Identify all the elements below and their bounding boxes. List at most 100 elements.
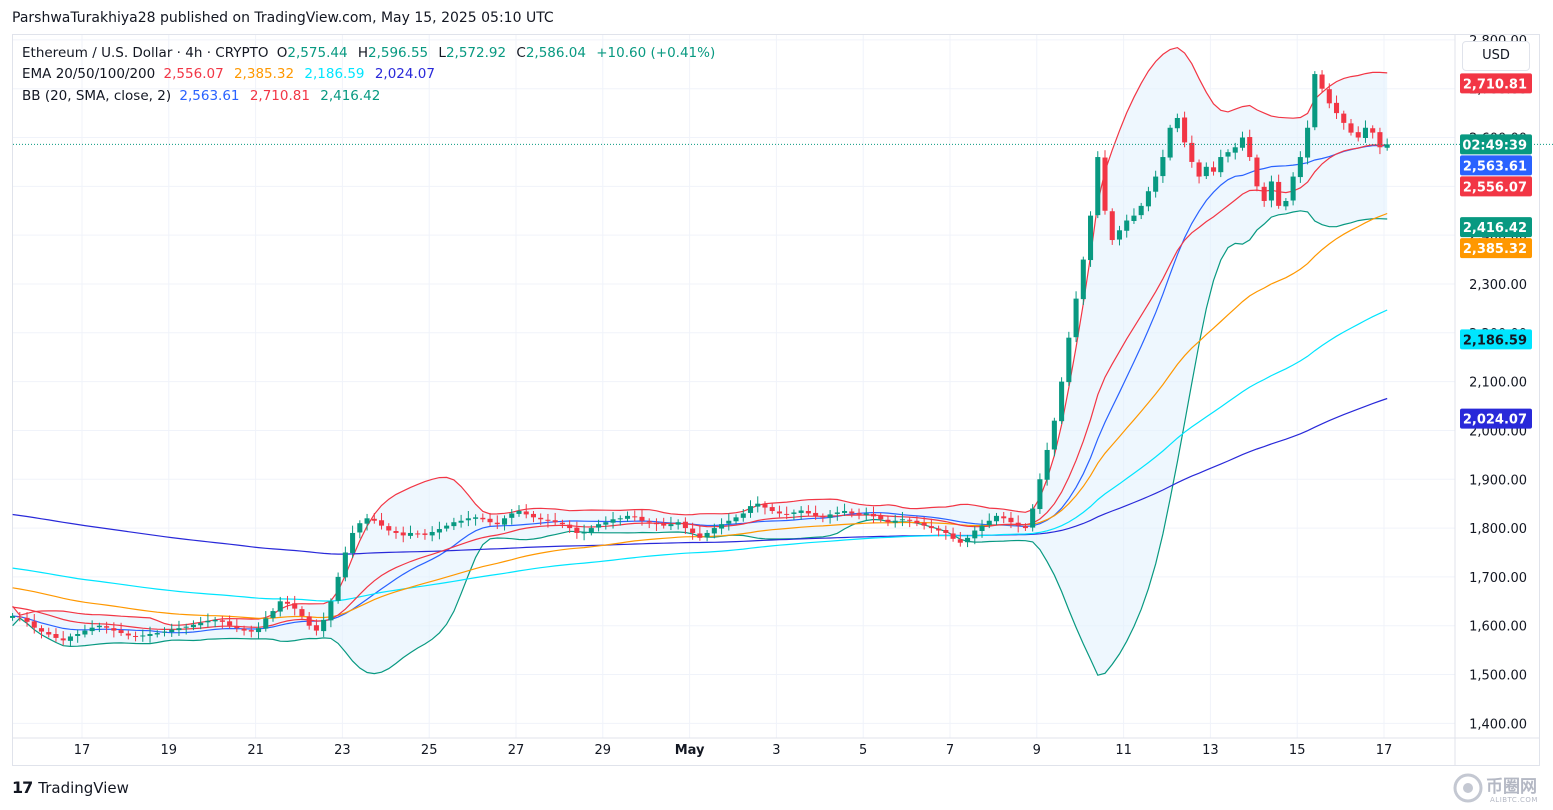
price-label-text: 2,710.81 (1463, 77, 1527, 92)
candle-body (198, 622, 204, 626)
candle-body (653, 522, 659, 525)
time-axis: 17 19 21 23 25 27 29 May 3 5 7 9 11 13 15 17 (74, 743, 1393, 758)
candle-body (1080, 259, 1086, 300)
candle-body (610, 519, 616, 523)
y-tick-label: 1,500.00 (1469, 669, 1527, 684)
legend-ema-label: EMA 20/50/100/200 (22, 66, 156, 82)
price-label-text: 2,556.07 (1463, 180, 1527, 195)
candle-body (357, 523, 363, 533)
candle-body (516, 510, 522, 514)
candle-body (805, 510, 811, 514)
chart-frame[interactable] (12, 34, 1540, 766)
price-label-box (1460, 238, 1532, 259)
candle-body (791, 512, 797, 514)
candle-body (646, 521, 652, 523)
candle-body (769, 507, 775, 511)
y-tick-label: 1,400.00 (1469, 717, 1527, 732)
x-tick-label: 19 (161, 743, 178, 758)
candle-body (827, 514, 833, 518)
candle-body (38, 628, 45, 632)
y-tick-label: 2,100.00 (1469, 376, 1527, 391)
candle-body (690, 528, 696, 533)
price-label-box (1460, 73, 1532, 94)
legend-bb[interactable]: BB (20, SMA, close, 2) 2,563.61 2,710.81… (22, 88, 386, 104)
candle-body (321, 619, 327, 632)
candle-body (639, 516, 645, 521)
candle-body (552, 520, 558, 523)
candle-body (719, 524, 725, 529)
candle-body (1124, 220, 1130, 231)
price-label-text: 2,024.07 (1463, 413, 1527, 428)
candle-body (407, 532, 414, 536)
legend-change: +10.60 (+0.41%) (596, 45, 716, 61)
candle-body (1377, 132, 1383, 148)
candle-body (747, 506, 754, 513)
candle-body (870, 513, 877, 517)
candle-body (1015, 522, 1021, 526)
candle-body (675, 522, 681, 525)
candle-body (776, 511, 782, 514)
candle-body (1095, 157, 1101, 216)
price-label-box (1460, 217, 1532, 238)
candle-body (1167, 127, 1173, 158)
legend-symbol[interactable]: Ethereum / U.S. Dollar · 4h · CRYPTO (22, 45, 269, 61)
candle-body (480, 517, 486, 520)
candle-body (415, 533, 421, 535)
candle-body (914, 520, 920, 524)
legend-bb-label: BB (20, SMA, close, 2) (22, 88, 172, 104)
x-tick-label: 29 (595, 743, 612, 758)
candle-body (892, 520, 898, 523)
currency-button[interactable]: USD (1462, 41, 1530, 71)
price-label-text: 02:49:39 (1462, 138, 1527, 153)
candle-body (856, 512, 862, 515)
candle-body (487, 518, 493, 523)
candle-body (1102, 157, 1108, 211)
candle-body (46, 632, 52, 635)
candle-body (1131, 215, 1137, 222)
candle-body (1051, 420, 1057, 450)
price-label-box (1460, 329, 1532, 350)
price-label-box (1460, 176, 1532, 197)
x-tick-label: 3 (772, 743, 780, 758)
candle-body (140, 635, 146, 637)
candle-body (1218, 157, 1224, 173)
bollinger-bands (12, 46, 1388, 676)
x-tick-label: 7 (946, 743, 954, 758)
legend-ema[interactable]: EMA 20/50/100/200 2,556.07 2,385.32 2,18… (22, 66, 441, 82)
candle-body (1160, 157, 1166, 177)
legend-ema100: 2,186.59 (304, 66, 365, 82)
candle-body (755, 503, 761, 507)
candle-body (219, 620, 225, 622)
candle-body (798, 510, 804, 513)
candle-body (436, 529, 442, 533)
y-tick-label: 1,900.00 (1469, 473, 1527, 488)
candle-body (444, 525, 450, 529)
tradingview-logo[interactable]: 17 TradingView (12, 778, 129, 797)
candle-body (1355, 132, 1361, 138)
bb-fill (12, 47, 1388, 676)
y-tick-label: 2,300.00 (1469, 278, 1527, 293)
candle-body (393, 531, 399, 533)
candle-body (1037, 479, 1043, 510)
candle-body (60, 638, 66, 641)
candle-body (668, 524, 674, 527)
candle-body (161, 631, 168, 633)
candle-body (104, 626, 110, 628)
candle-body (1290, 176, 1296, 201)
candle-body (704, 532, 710, 538)
candle-body (661, 523, 667, 526)
candle-body (147, 634, 153, 636)
x-tick-label: 25 (421, 743, 438, 758)
candle-body (1319, 74, 1325, 89)
candle-body (89, 627, 95, 632)
candle-body (697, 533, 703, 538)
legend-l-label: L (438, 45, 446, 61)
candle-body (1211, 167, 1217, 172)
candle-body (842, 510, 848, 513)
x-tick-label: 27 (508, 743, 525, 758)
x-tick-label: 21 (247, 743, 264, 758)
candle-body (1370, 128, 1376, 133)
candle-body (1326, 89, 1332, 104)
candle-body (1109, 211, 1115, 241)
